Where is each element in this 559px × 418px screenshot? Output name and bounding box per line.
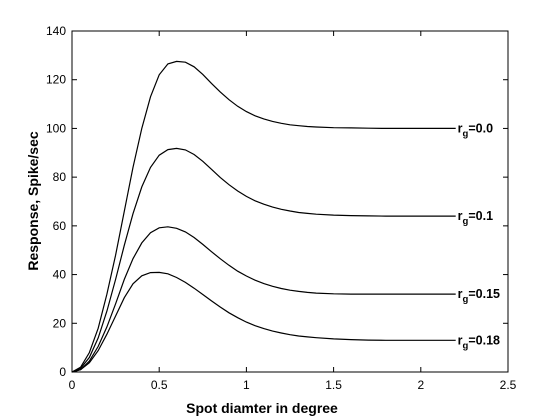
y-tick-label: 60 [53, 219, 67, 233]
y-tick-label: 0 [59, 365, 66, 379]
series-line-1 [71, 147, 456, 373]
series-label-3: rg=0.18 [458, 333, 500, 351]
y-tick-label: 40 [53, 268, 67, 282]
y-tick-label: 140 [46, 24, 66, 38]
x-tick-label: 0 [69, 378, 76, 392]
x-tick-label: 1.5 [325, 378, 342, 392]
x-axis-title: Spot diamter in degree [186, 400, 338, 416]
x-tick-label: 1 [243, 378, 250, 392]
series-label-2: rg=0.15 [458, 287, 500, 305]
plot-area [71, 30, 509, 373]
y-axis-ticks: 0 20 40 60 80 100 120 140 [46, 24, 508, 379]
x-tick-label: 0.5 [151, 378, 168, 392]
x-axis-ticks: 0 0.5 1 1.5 2 2.5 [69, 31, 517, 392]
series-line-2 [71, 226, 456, 373]
y-axis-title: Response, Spike/sec [25, 131, 41, 271]
y-tick-label: 100 [46, 121, 66, 135]
y-tick-label: 120 [46, 73, 66, 87]
x-tick-label: 2.5 [500, 378, 517, 392]
series-lines [71, 60, 456, 373]
series-line-0 [71, 60, 456, 373]
y-tick-label: 20 [53, 316, 67, 330]
series-line-3 [71, 271, 456, 373]
y-tick-label: 80 [53, 170, 67, 184]
x-tick-label: 2 [417, 378, 424, 392]
